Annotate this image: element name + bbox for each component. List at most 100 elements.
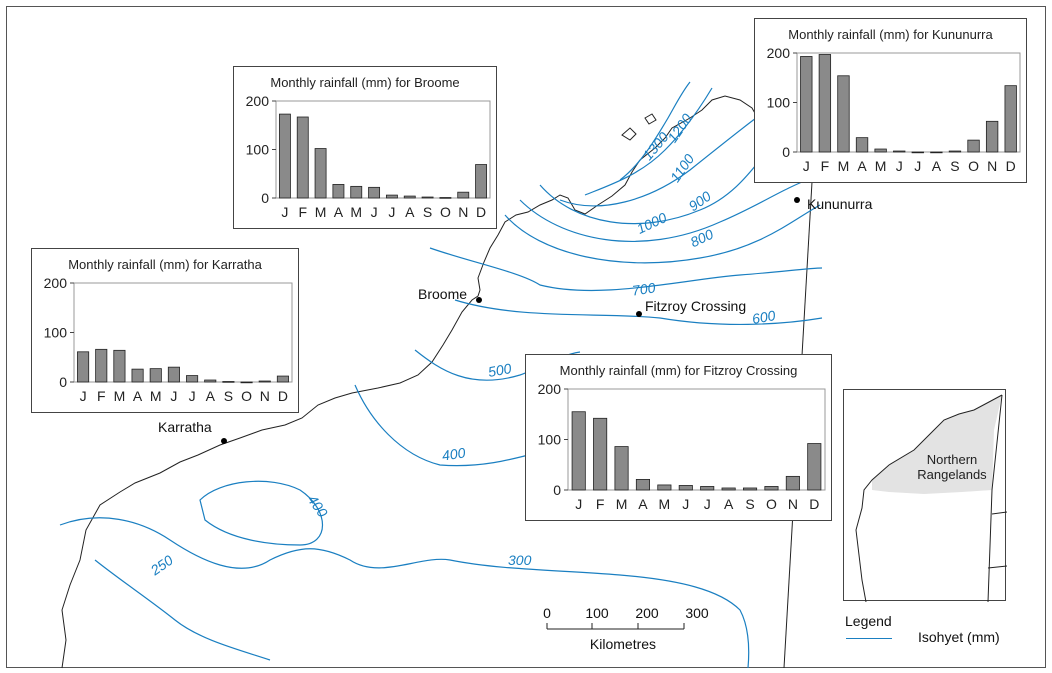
bar [764, 486, 779, 491]
bar [800, 56, 813, 153]
x-tick-label: D [809, 496, 819, 512]
isohyet-lines [59, 81, 823, 669]
karratha-marker [221, 438, 227, 444]
kununurra-marker [794, 197, 800, 203]
x-tick-label: S [745, 496, 754, 512]
bar [930, 151, 943, 154]
bar [421, 196, 434, 199]
bar [807, 443, 822, 491]
x-tick-label: F [97, 388, 106, 404]
scale-tick-0: 0 [543, 605, 551, 621]
x-tick-label: J [704, 496, 711, 512]
island [621, 127, 637, 141]
x-tick-label: A [857, 158, 867, 174]
nt-border [991, 511, 1008, 515]
y-tick-label: 100 [538, 432, 562, 448]
bar [893, 150, 906, 153]
isohyet-label-700: 700 [631, 279, 657, 299]
bar [332, 184, 345, 199]
x-tick-label: M [315, 204, 327, 220]
isohyet-label-300: 300 [508, 552, 532, 568]
bar [967, 139, 980, 153]
island [644, 113, 657, 125]
x-tick-label: O [968, 158, 979, 174]
inset-map: Northern Rangelands [843, 389, 1008, 603]
chart-panel-karratha: Monthly rainfall (mm) for Karratha 0 100 2… [31, 248, 299, 413]
bar [721, 487, 736, 491]
broome-marker [476, 297, 482, 303]
x-tick-label: J [914, 158, 921, 174]
x-tick-label: S [950, 158, 959, 174]
y-tick-label: 200 [767, 45, 791, 61]
bar [276, 375, 289, 383]
sa-border [987, 565, 1008, 569]
x-tick-label: N [987, 158, 997, 174]
bar [785, 475, 800, 491]
x-tick-label: M [659, 496, 671, 512]
y-tick-label: 100 [246, 142, 270, 158]
x-tick-label: J [575, 496, 582, 512]
coastline [61, 95, 813, 669]
x-tick-label: J [170, 388, 177, 404]
chart-title: Monthly rainfall (mm) for Broome [270, 75, 460, 90]
x-tick-label: J [281, 204, 288, 220]
bar [258, 380, 271, 383]
wa-border [987, 394, 1003, 603]
bar [204, 379, 217, 383]
isohyet-label-400: 400 [441, 444, 467, 464]
x-tick-label: J [80, 388, 87, 404]
bar [635, 478, 650, 491]
x-tick-label: A [638, 496, 648, 512]
bar [571, 411, 586, 491]
x-tick-label: M [838, 158, 850, 174]
chart-title: Monthly rainfall (mm) for Karratha [68, 257, 262, 272]
x-tick-label: F [821, 158, 830, 174]
bar [314, 148, 327, 199]
x-tick-label: F [298, 204, 307, 220]
x-tick-label: A [133, 388, 143, 404]
x-tick-label: J [371, 204, 378, 220]
bar [240, 381, 253, 384]
bar [948, 150, 962, 153]
x-tick-label: N [458, 204, 468, 220]
bar [149, 368, 162, 383]
y-tick-label: 0 [59, 374, 67, 390]
legend-isohyet-label: Isohyet (mm) [918, 629, 1000, 645]
bar [350, 185, 363, 199]
wa-coastline [855, 394, 1003, 603]
y-tick-label: 200 [44, 275, 68, 291]
x-tick-label: A [334, 204, 344, 220]
bar [296, 116, 309, 199]
scale-unit-label: Kilometres [589, 636, 657, 652]
bar [593, 417, 608, 491]
karratha-label: Karratha [158, 419, 212, 435]
x-tick-label: J [388, 204, 395, 220]
x-tick-label: J [896, 158, 903, 174]
legend-isohyet-swatch [846, 638, 892, 639]
chart-panel-fitzroy: Monthly rainfall (mm) for Fitzroy Crossi… [525, 354, 832, 521]
bar [743, 487, 758, 491]
x-tick-label: A [724, 496, 734, 512]
x-tick-label: O [241, 388, 252, 404]
x-tick-label: O [766, 496, 777, 512]
bar [837, 75, 850, 153]
x-tick-label: S [423, 204, 432, 220]
x-tick-label: J [803, 158, 810, 174]
bar [385, 194, 398, 199]
bar [985, 120, 999, 153]
x-tick-label: J [189, 388, 196, 404]
y-tick-label: 200 [246, 93, 270, 109]
scale-tick-100: 100 [585, 605, 609, 621]
bar [457, 191, 470, 199]
inset-map-shape [855, 394, 1008, 603]
bar [818, 54, 832, 153]
x-tick-label: M [875, 158, 887, 174]
scale-tick-300: 300 [685, 605, 709, 621]
bar [113, 349, 126, 383]
x-tick-label: A [932, 158, 942, 174]
x-tick-label: F [596, 496, 605, 512]
fitzroy-marker [636, 311, 642, 317]
